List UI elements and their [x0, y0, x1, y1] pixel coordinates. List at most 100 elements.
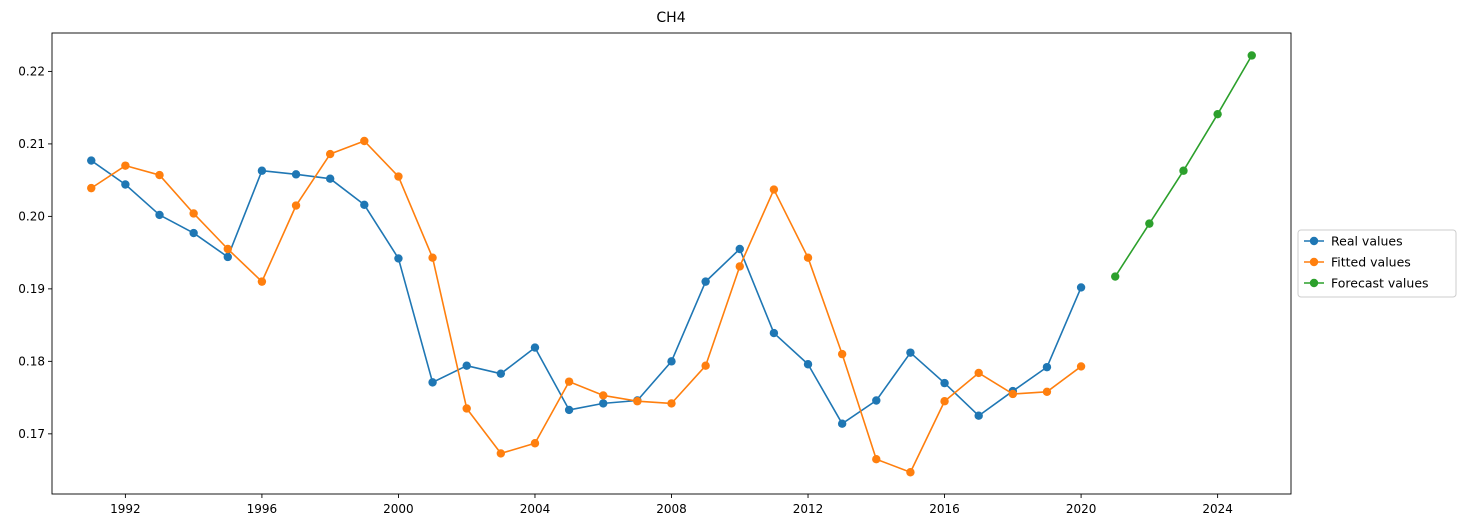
series-fitted-values: [87, 136, 1086, 477]
x-tick-label: 1992: [110, 502, 141, 516]
data-point: [1042, 387, 1052, 396]
data-point: [1247, 51, 1256, 60]
data-point: [906, 348, 915, 357]
data-point: [428, 378, 437, 387]
data-point: [496, 369, 506, 378]
series-layer: [87, 51, 1256, 477]
data-point: [769, 185, 779, 194]
data-point: [599, 391, 608, 400]
series-forecast-values: [1111, 51, 1256, 281]
y-tick-label: 0.17: [18, 427, 45, 441]
data-point: [189, 209, 198, 218]
data-point: [325, 174, 335, 183]
legend-item: Fitted values: [1304, 255, 1411, 270]
data-point: [428, 253, 437, 262]
x-tick-label: 2020: [1066, 502, 1097, 516]
chart-title: CH4: [656, 10, 685, 26]
data-point: [837, 419, 847, 428]
data-point: [257, 277, 267, 286]
data-point: [803, 360, 813, 369]
data-point: [1111, 272, 1120, 281]
data-point: [257, 166, 267, 175]
data-point: [394, 254, 403, 263]
data-point: [1076, 283, 1086, 292]
data-point: [872, 396, 881, 405]
data-point: [599, 399, 608, 408]
data-point: [291, 201, 301, 210]
x-tick-label: 1996: [247, 502, 278, 516]
series-line: [90, 140, 1082, 474]
y-tick-label: 0.18: [18, 354, 45, 368]
data-point: [735, 262, 744, 271]
legend-item: Forecast values: [1304, 276, 1429, 291]
data-point: [325, 149, 335, 159]
data-point: [872, 455, 881, 464]
series-line: [90, 159, 1082, 425]
data-point: [974, 411, 983, 420]
x-tick-label: 2004: [520, 502, 551, 516]
plot-frame: [51, 32, 1292, 495]
x-tick-label: 2012: [793, 502, 824, 516]
legend: Real values Fitted values Forecast values: [1297, 229, 1457, 298]
legend-label: Real values: [1331, 234, 1403, 249]
legend-box: [1297, 229, 1457, 298]
data-point: [837, 349, 847, 359]
data-point: [223, 252, 232, 262]
x-tick-label: 2000: [383, 502, 414, 516]
data-point: [667, 399, 676, 408]
data-point: [1076, 362, 1086, 371]
data-point: [974, 368, 983, 378]
data-point: [940, 397, 949, 406]
plot-area: [51, 32, 1292, 495]
legend-marker: [1309, 257, 1319, 267]
data-point: [1145, 219, 1154, 228]
y-tick-label: 0.22: [18, 64, 45, 78]
x-axis: 1992 1996 2000 2004 2008 2012 2016 2020 2024: [110, 494, 1233, 516]
data-point: [633, 397, 642, 406]
y-axis: 0.17 0.18 0.19 0.20 0.21 0.22: [18, 64, 52, 441]
data-point: [155, 210, 164, 220]
data-point: [155, 170, 164, 180]
data-point: [291, 170, 301, 179]
data-point: [1213, 109, 1222, 119]
data-point: [223, 244, 232, 254]
x-tick-label: 2016: [929, 502, 960, 516]
data-point: [667, 357, 676, 366]
data-point: [360, 200, 369, 209]
data-point: [940, 378, 949, 388]
series-line: [1114, 55, 1253, 277]
data-point: [189, 228, 198, 238]
data-point: [803, 253, 813, 262]
data-point: [1008, 389, 1018, 399]
y-tick-label: 0.21: [18, 137, 45, 151]
data-point: [394, 172, 403, 181]
x-tick-label: 2008: [656, 502, 687, 516]
data-point: [701, 361, 710, 370]
data-point: [462, 404, 471, 413]
data-point: [735, 244, 744, 254]
legend-label: Forecast values: [1331, 276, 1429, 291]
data-point: [564, 405, 574, 415]
legend-marker: [1309, 236, 1319, 246]
data-point: [496, 449, 506, 458]
legend-label: Fitted values: [1331, 255, 1411, 270]
y-tick-label: 0.20: [18, 209, 45, 223]
data-point: [1179, 166, 1188, 175]
data-point: [87, 183, 96, 193]
x-tick-label: 2024: [1202, 502, 1233, 516]
data-point: [769, 328, 779, 338]
data-point: [360, 136, 369, 146]
data-point: [87, 156, 96, 165]
data-point: [530, 439, 540, 448]
legend-item: Real values: [1304, 234, 1403, 249]
data-point: [530, 343, 540, 352]
data-point: [121, 180, 130, 189]
data-point: [121, 161, 130, 170]
data-point: [701, 277, 710, 286]
legend-marker: [1309, 278, 1319, 288]
data-point: [1042, 362, 1052, 372]
y-tick-label: 0.19: [18, 282, 45, 296]
data-point: [564, 377, 574, 386]
